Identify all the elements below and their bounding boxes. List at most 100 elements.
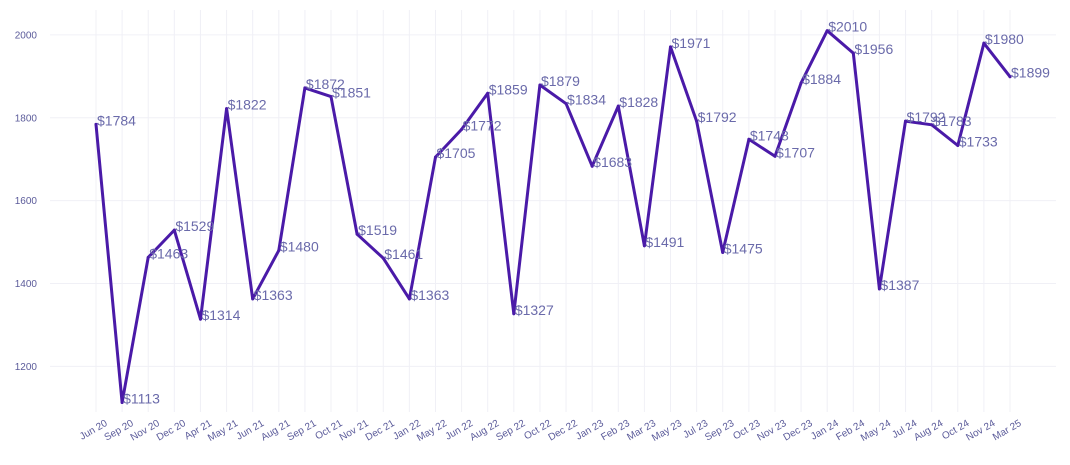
x-tick-label: Sep 21	[285, 418, 318, 444]
data-label: $1733	[959, 134, 998, 150]
data-label: $1783	[933, 113, 972, 129]
data-label: $1772	[463, 117, 502, 133]
data-point	[94, 122, 98, 126]
data-label: $1784	[97, 112, 136, 128]
data-point	[251, 297, 255, 301]
data-point	[669, 45, 673, 49]
data-label: $1899	[1011, 65, 1050, 81]
data-point	[1008, 75, 1012, 79]
data-label: $1851	[332, 85, 371, 101]
data-point	[616, 104, 620, 108]
x-tick-label: Nov 24	[964, 418, 997, 444]
data-label: $1387	[880, 277, 919, 293]
x-tick-label: Sep 23	[703, 418, 736, 444]
data-point	[851, 51, 855, 55]
data-label: $1491	[645, 234, 684, 250]
data-point	[512, 312, 516, 316]
data-label: $1971	[672, 35, 711, 51]
data-point	[721, 250, 725, 254]
data-point	[590, 164, 594, 168]
data-point	[303, 86, 307, 90]
data-point	[825, 29, 829, 33]
y-axis-ticks: 1200 1400 1600 1800 2000	[15, 30, 38, 373]
data-point	[642, 244, 646, 248]
y-tick-label: 1200	[15, 362, 38, 373]
data-point	[564, 102, 568, 106]
data-label: $1529	[175, 218, 214, 234]
x-tick-label: May 23	[650, 418, 684, 444]
y-tick-label: 1400	[15, 279, 38, 290]
x-tick-label: Dec 21	[364, 418, 397, 444]
data-point	[172, 228, 176, 232]
data-point	[982, 41, 986, 45]
x-tick-label: Dec 22	[547, 418, 580, 444]
data-point	[329, 95, 333, 99]
data-label: $1705	[436, 145, 475, 161]
data-point	[433, 155, 437, 159]
data-point	[486, 91, 490, 95]
data-point	[930, 123, 934, 127]
data-point	[773, 154, 777, 158]
data-label: $1363	[410, 287, 449, 303]
x-tick-label: Dec 23	[782, 418, 815, 444]
data-label: $1748	[750, 127, 789, 143]
data-point	[120, 400, 124, 404]
x-tick-label: May 24	[859, 418, 893, 444]
data-point	[198, 317, 202, 321]
data-label: $1792	[698, 109, 737, 125]
x-tick-label: Aug 24	[912, 418, 945, 444]
y-tick-label: 1800	[15, 113, 38, 124]
data-label: $1956	[854, 41, 893, 57]
data-label: $1872	[306, 76, 345, 92]
data-point	[225, 107, 229, 111]
data-label: $1327	[515, 302, 554, 318]
data-label: $1683	[593, 154, 632, 170]
series-line	[94, 29, 1012, 404]
x-tick-label: Dec 20	[155, 418, 188, 444]
data-label: $1113	[123, 390, 160, 406]
data-label: $2010	[828, 19, 867, 35]
data-point	[956, 144, 960, 148]
data-label: $1980	[985, 31, 1024, 47]
x-tick-label: May 21	[206, 418, 240, 444]
x-tick-label: Feb 23	[599, 418, 632, 443]
data-point	[355, 232, 359, 236]
data-label: $1859	[489, 81, 528, 97]
y-tick-label: 2000	[15, 30, 38, 41]
data-point	[460, 127, 464, 131]
data-label: $1463	[149, 245, 188, 261]
data-point	[904, 119, 908, 123]
data-point	[799, 81, 803, 85]
series	[94, 29, 1012, 404]
data-point	[695, 119, 699, 123]
data-label: $1363	[254, 287, 293, 303]
data-label: $1707	[776, 144, 815, 160]
data-point	[877, 287, 881, 291]
data-label: $1822	[228, 97, 267, 113]
data-label: $1480	[280, 238, 319, 254]
data-label: $1519	[358, 222, 397, 238]
data-label: $1879	[541, 73, 580, 89]
data-label: $1475	[724, 240, 763, 256]
data-point	[538, 83, 542, 87]
y-tick-label: 1600	[15, 196, 38, 207]
x-tick-label: Sep 22	[494, 418, 527, 444]
grid	[50, 10, 1056, 412]
data-point	[381, 256, 385, 260]
data-point	[407, 297, 411, 301]
x-tick-label: May 22	[415, 418, 449, 444]
x-tick-label: Mar 25	[991, 418, 1024, 443]
data-label: $1461	[384, 246, 423, 262]
data-label: $1792	[907, 109, 946, 125]
data-labels: $1784 $1113 $1463 $1529 $1314 $1822 $1363 $1480…	[97, 19, 1050, 407]
data-point	[146, 255, 150, 259]
data-label: $1828	[619, 94, 658, 110]
data-label: $1884	[802, 71, 841, 87]
data-label: $1314	[201, 307, 240, 323]
data-point	[277, 248, 281, 252]
data-point	[747, 137, 751, 141]
data-label: $1834	[567, 92, 606, 108]
